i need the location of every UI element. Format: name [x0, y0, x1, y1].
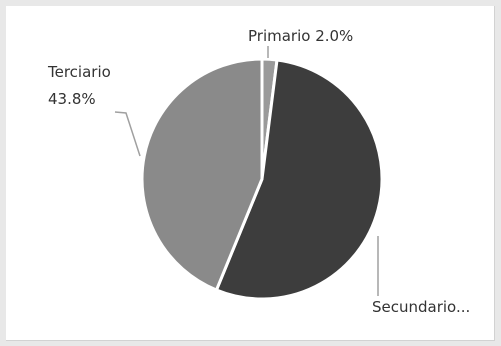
pie-slice-secundario [214, 58, 384, 301]
pie-slice-terciario [140, 57, 264, 292]
pie-slices [140, 57, 384, 301]
label-secundario: Secundario... [372, 298, 470, 316]
leader-line-terciario [114, 111, 141, 157]
label-terciario-name: Terciario [47, 63, 111, 81]
label-primario: Primario 2.0% [248, 27, 353, 45]
label-terciario-value: 43.8% [48, 90, 96, 108]
